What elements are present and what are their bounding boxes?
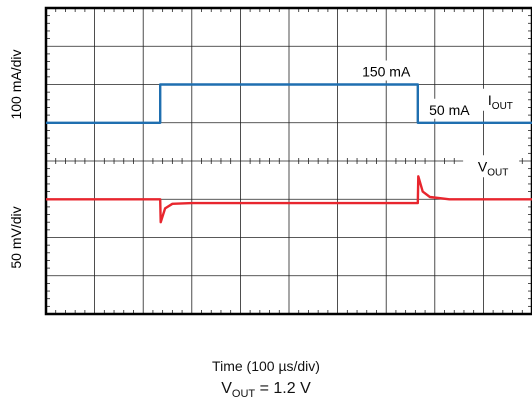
grid bbox=[46, 8, 532, 314]
series-name: IOUT bbox=[488, 92, 513, 112]
vout-caption: VOUT = 1.2 V bbox=[0, 380, 532, 400]
caption-rest: = 1.2 V bbox=[255, 380, 311, 397]
x-axis-label: Time (100 µs/div) bbox=[212, 358, 320, 374]
series-line-VOUT-1 bbox=[46, 175, 532, 224]
series-label-0: IOUT bbox=[470, 88, 527, 112]
annotation-text: 50 mA bbox=[429, 102, 470, 118]
y-axis-label-1: 50 mV/div bbox=[8, 206, 24, 268]
annotation-1: 50 mA bbox=[425, 98, 474, 119]
label-background bbox=[470, 88, 527, 111]
series-name: VOUT bbox=[478, 158, 508, 178]
plot-frame bbox=[44, 6, 532, 316]
annotation-background bbox=[358, 60, 415, 81]
caption-sub: OUT bbox=[231, 388, 256, 401]
series-label-1: VOUT bbox=[463, 155, 520, 178]
annotation-0: 150 mA bbox=[358, 60, 415, 81]
label-background bbox=[463, 155, 520, 178]
annotation-text: 150 mA bbox=[362, 64, 411, 80]
annotation-background bbox=[425, 98, 474, 119]
series-line-IOUT-0 bbox=[46, 83, 532, 125]
caption-main: V bbox=[221, 380, 232, 397]
y-axis-label-0: 100 mA/div bbox=[8, 49, 24, 119]
